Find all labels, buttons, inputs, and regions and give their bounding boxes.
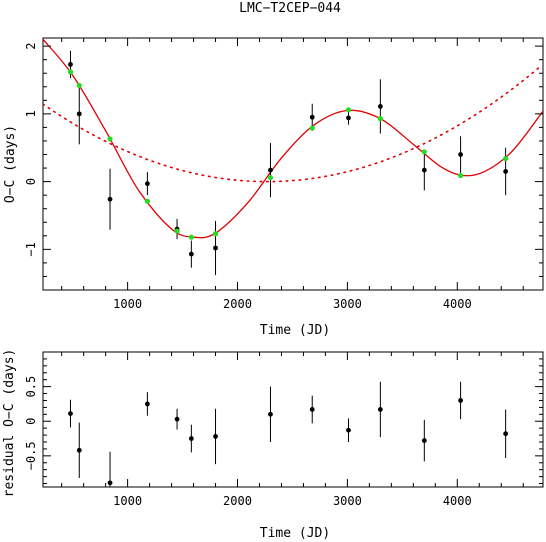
fit-point [421,149,427,155]
top-marks [67,50,509,276]
bottom-data-point [213,434,218,439]
top-data-point [309,114,315,120]
bottom-ticks: 1000 2000 3000 4000 0.5 0 −0.5 [24,351,543,508]
top-data-point [421,167,427,173]
fit-point [267,174,274,181]
bottom-data-point [346,427,351,433]
top-data-point [76,111,82,117]
fit-point [76,82,82,89]
bottom-data-point [144,401,150,407]
top-data-point [188,251,194,257]
bottom-data-point [268,411,273,417]
fit-point [67,69,74,75]
bottom-data-point [68,411,73,417]
top-y-tick-label: 0 [24,178,38,185]
top-data-point [377,104,383,109]
bottom-x-tick-label: 3000 [333,494,362,508]
chart-title: LMC−T2CEP−044 [239,1,341,16]
top-x-tick-label: 2000 [223,297,252,311]
bottom-y-tick-label: −0.5 [24,441,38,470]
top-data-point [68,62,73,67]
bottom-y-axis-label: residual O−C (days) [2,349,17,498]
top-data-point [458,152,463,157]
bottom-data-point [188,436,194,441]
fit-point [188,234,194,240]
fit-point [212,231,219,237]
fit-point [377,116,383,122]
top-x-tick-label: 1000 [113,297,142,311]
top-data-point [503,169,509,174]
fit-curve [43,38,543,239]
fit-point [174,228,180,234]
top-data-point [268,167,273,173]
bottom-data-point [458,398,463,403]
top-y-tick-label: 2 [24,43,38,50]
top-data-point [144,181,150,187]
bottom-data-point [174,416,180,422]
bottom-data-point [421,438,427,444]
bottom-data-point [503,431,509,437]
top-curves [43,38,543,239]
bottom-marks [68,381,509,487]
bottom-plot-frame [42,351,544,488]
top-y-axis-label: O−C (days) [3,125,18,203]
top-x-tick-label: 3000 [333,297,362,311]
bottom-y-tick-label: 0 [24,418,38,425]
bottom-data-point [76,447,82,453]
fit-point [503,155,509,162]
bottom-panel: 1000 2000 3000 4000 0.5 0 −0.5 Time (JD) resid… [2,349,544,541]
bottom-data-point [309,407,315,412]
fit-point [345,107,352,113]
fit-point [309,125,315,131]
bottom-y-tick-label: 0.5 [24,376,38,398]
parabola-curve [43,64,543,183]
top-y-tick-label: 1 [24,110,38,117]
top-data-point [346,115,351,121]
fit-point [144,198,150,204]
top-plot-frame [42,37,544,291]
bottom-data-point [377,407,383,412]
top-ticks: 1000 2000 3000 4000 2 1 0 −1 [24,38,543,311]
bottom-x-tick-label: 2000 [223,494,252,508]
top-panel: 1000 2000 3000 4000 2 1 0 −1 Time (JD) O−C (day… [3,37,544,338]
top-y-tick-label: −1 [24,242,38,256]
bottom-x-axis-label: Time (JD) [260,526,330,541]
top-x-tick-label: 4000 [443,297,472,311]
bottom-x-tick-label: 1000 [113,494,142,508]
bottom-data-point [107,480,113,486]
fit-point [107,136,113,142]
top-x-axis-label: Time (JD) [260,323,330,338]
bottom-x-tick-label: 4000 [443,494,472,508]
top-data-point [213,245,218,251]
top-data-point [107,196,113,202]
fit-point [457,172,464,179]
